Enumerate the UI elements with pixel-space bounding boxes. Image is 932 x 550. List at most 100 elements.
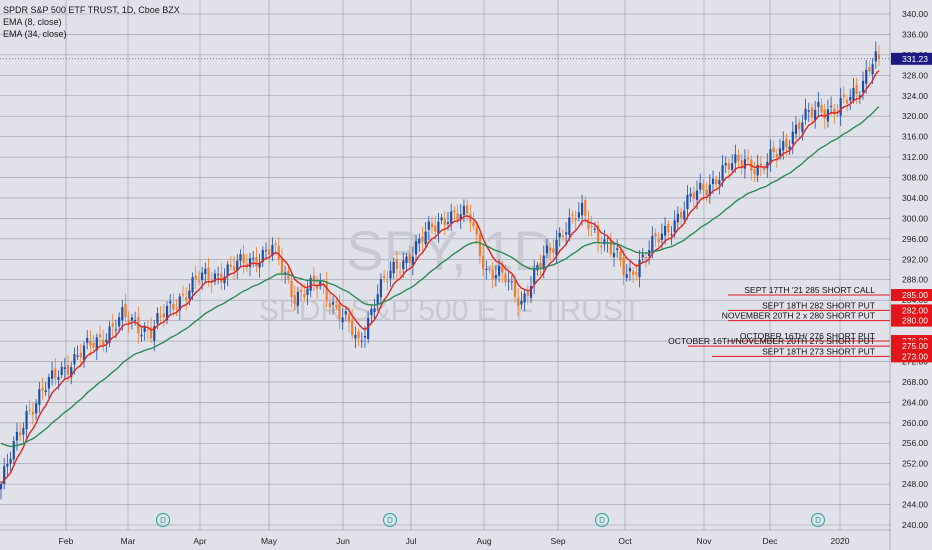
candle-body	[852, 88, 855, 101]
candle-body	[315, 285, 319, 289]
candle-body	[702, 183, 705, 191]
candle-body	[673, 220, 676, 233]
candle-body	[762, 167, 766, 170]
candle-body	[351, 319, 354, 336]
candle-body	[6, 463, 9, 467]
candle-body	[778, 148, 782, 156]
last-price-tag	[891, 52, 932, 65]
candle-body	[520, 300, 523, 305]
candle-body	[370, 308, 373, 315]
ema-fast-line	[0, 70, 880, 485]
candle-body	[25, 410, 28, 430]
candle-body	[865, 69, 868, 84]
candle-body	[194, 275, 197, 280]
candle-body	[450, 211, 453, 224]
candle-body	[280, 258, 284, 273]
price-tick-label: 312.00	[902, 152, 928, 162]
candle-body	[248, 258, 252, 267]
candle-body	[146, 329, 149, 331]
ema-lines	[0, 70, 880, 485]
candle-body	[603, 239, 606, 245]
level-label: SEPT 18TH 273 SHORT PUT	[762, 346, 875, 356]
candle-body	[574, 218, 577, 221]
candle-body	[31, 411, 35, 415]
candle-body	[507, 280, 510, 282]
candle-body	[360, 340, 363, 342]
price-axis-bg	[890, 0, 932, 550]
candle-body	[510, 281, 513, 283]
candle-body	[877, 54, 881, 59]
time-tick-label: May	[261, 536, 278, 546]
candle-body	[842, 94, 845, 97]
candle-body	[213, 273, 217, 282]
candle-body	[482, 256, 485, 270]
candle-body	[501, 265, 504, 273]
candle-body	[523, 293, 526, 303]
level-label: NOVEMBER 20TH 2 x 280 SHORT PUT	[722, 311, 875, 321]
candle-body	[663, 225, 667, 236]
price-tick-label: 244.00	[902, 500, 928, 510]
candle-body	[587, 219, 590, 229]
price-tick-label: 340.00	[902, 9, 928, 19]
candles	[0, 41, 881, 500]
candle-body	[140, 334, 143, 337]
candle-body	[478, 234, 482, 257]
candle-body	[625, 274, 628, 278]
candle-body	[232, 266, 236, 271]
candle-body	[392, 261, 395, 274]
candle-body	[319, 280, 322, 287]
candle-body	[849, 96, 852, 101]
level-value-label: 275.00	[902, 341, 928, 351]
candle-body	[711, 178, 715, 185]
level-label: SEPT 17TH '21 285 SHORT CALL	[744, 285, 875, 295]
time-axis[interactable]: Feb Mar Apr May Jun Jul Aug Sep Oct Nov Dec 2020	[0, 529, 890, 546]
candle-body	[133, 319, 137, 321]
candle-body	[111, 323, 114, 327]
candle-body	[344, 311, 347, 315]
level-lines: SEPT 17TH '21 285 SHORT CALL SEPT 18TH 28…	[668, 285, 890, 357]
candle-body	[217, 274, 220, 276]
candle-body	[92, 342, 95, 348]
candle-body	[845, 99, 849, 104]
candle-body	[181, 294, 185, 296]
candle-body	[446, 222, 450, 224]
candle-body	[421, 236, 424, 242]
candle-body	[290, 280, 293, 298]
time-tick-label: Apr	[193, 536, 206, 546]
candle-body	[335, 305, 338, 308]
legend-title[interactable]: SPDR S&P 500 ETF TRUST, 1D, Cboe BZX	[3, 5, 180, 15]
price-tick-label: 252.00	[902, 459, 928, 469]
candle-body	[734, 154, 737, 163]
level-value-label: 282.00	[902, 305, 928, 315]
time-tick-label: Sep	[550, 536, 565, 546]
candle-body	[28, 409, 31, 411]
legend-ema-slow[interactable]: EMA (34, close)	[3, 29, 67, 39]
dividend-marker-label: D	[599, 516, 605, 525]
time-tick-label: Feb	[59, 536, 74, 546]
candle-body	[584, 199, 587, 217]
candle-body	[644, 257, 648, 259]
candle-body	[127, 320, 130, 324]
candle-body	[411, 256, 414, 266]
candle-body	[54, 368, 57, 378]
candle-body	[274, 243, 277, 245]
time-tick-label: Aug	[476, 536, 491, 546]
candle-body	[689, 193, 692, 197]
candle-body	[178, 296, 181, 311]
candle-body	[440, 217, 443, 221]
candle-body	[558, 232, 561, 238]
candle-body	[277, 245, 280, 260]
candle-body	[788, 146, 791, 150]
candle-body	[861, 80, 865, 93]
legend-ema-fast[interactable]: EMA (8, close)	[3, 17, 62, 27]
candle-body	[0, 484, 3, 490]
candle-body	[565, 232, 568, 235]
candle-body	[782, 140, 785, 151]
candle-body	[373, 308, 376, 312]
candle-body	[108, 326, 111, 343]
candle-body	[810, 107, 814, 118]
candle-body	[19, 432, 22, 436]
